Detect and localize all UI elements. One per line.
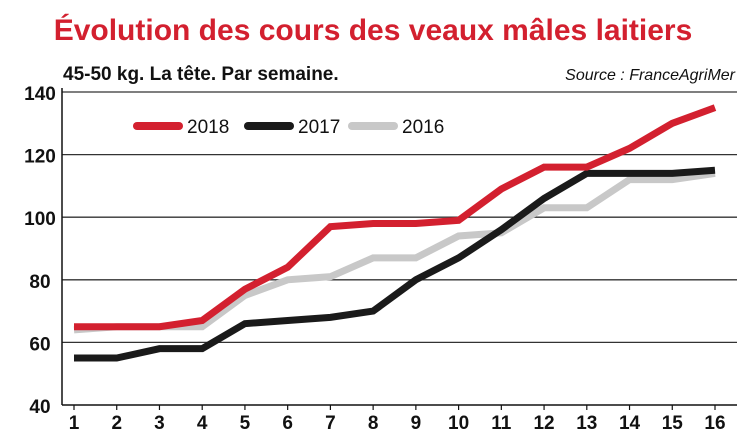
x-tick-label: 16: [704, 413, 725, 434]
y-tick-label: 60: [29, 334, 50, 355]
x-tick-label: 10: [448, 413, 469, 434]
y-tick-label: 120: [24, 147, 56, 168]
chart-subtitle: 45-50 kg. La tête. Par semaine.: [63, 64, 339, 85]
x-tick-label: 12: [533, 413, 554, 434]
series-line-2018: [74, 104, 717, 331]
legend-label-2016: 2016: [402, 117, 444, 138]
y-tick-label: 100: [24, 209, 56, 230]
x-tick-label: 9: [411, 413, 422, 434]
x-tick-label: 3: [154, 413, 165, 434]
chart-legend: 2018 2017 2016: [133, 117, 444, 138]
y-tick-label: 140: [24, 84, 56, 105]
x-tick-label: 11: [491, 413, 512, 434]
x-tick-label: 7: [325, 413, 336, 434]
chart-title: Évolution des cours des veaux mâles lait…: [54, 13, 693, 47]
legend-label-2018: 2018: [187, 117, 229, 138]
x-tick-label: 5: [240, 413, 251, 434]
x-tick-label: 15: [662, 413, 684, 434]
x-tick-label: 8: [368, 413, 379, 434]
y-tick-label: 40: [29, 397, 50, 418]
series-layer: [73, 104, 717, 362]
series-line-2016: [73, 169, 716, 334]
x-tick-label: 6: [282, 413, 293, 434]
legend-label-2017: 2017: [298, 117, 340, 138]
y-tick-label: 80: [29, 272, 50, 293]
chart-source: Source : FranceAgriMer: [565, 67, 736, 84]
x-tick-label: 14: [619, 413, 641, 434]
grid-layer: [62, 91, 737, 344]
x-tick-label: 1: [69, 413, 80, 434]
x-tick-label: 13: [576, 413, 597, 434]
series-line-2017: [74, 166, 716, 362]
x-tick-label: 2: [111, 413, 122, 434]
x-tick-label: 4: [197, 413, 208, 434]
